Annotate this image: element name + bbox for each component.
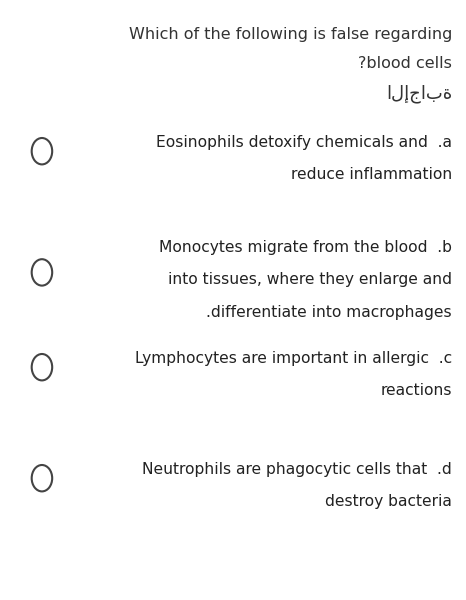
- Text: destroy bacteria: destroy bacteria: [325, 494, 452, 509]
- Text: Eosinophils detoxify chemicals and  .a: Eosinophils detoxify chemicals and .a: [156, 135, 452, 150]
- Text: الإجابة: الإجابة: [386, 85, 452, 103]
- Text: reactions: reactions: [381, 383, 452, 398]
- Text: Neutrophils are phagocytic cells that  .d: Neutrophils are phagocytic cells that .d: [142, 462, 452, 477]
- Text: into tissues, where they enlarge and: into tissues, where they enlarge and: [168, 272, 452, 287]
- Text: Monocytes migrate from the blood  .b: Monocytes migrate from the blood .b: [159, 240, 452, 255]
- Text: ?blood cells: ?blood cells: [358, 56, 452, 71]
- Text: .differentiate into macrophages: .differentiate into macrophages: [206, 305, 452, 320]
- Text: Which of the following is false regarding: Which of the following is false regardin…: [129, 27, 452, 42]
- Text: Lymphocytes are important in allergic  .c: Lymphocytes are important in allergic .c: [135, 351, 452, 366]
- Text: reduce inflammation: reduce inflammation: [291, 167, 452, 182]
